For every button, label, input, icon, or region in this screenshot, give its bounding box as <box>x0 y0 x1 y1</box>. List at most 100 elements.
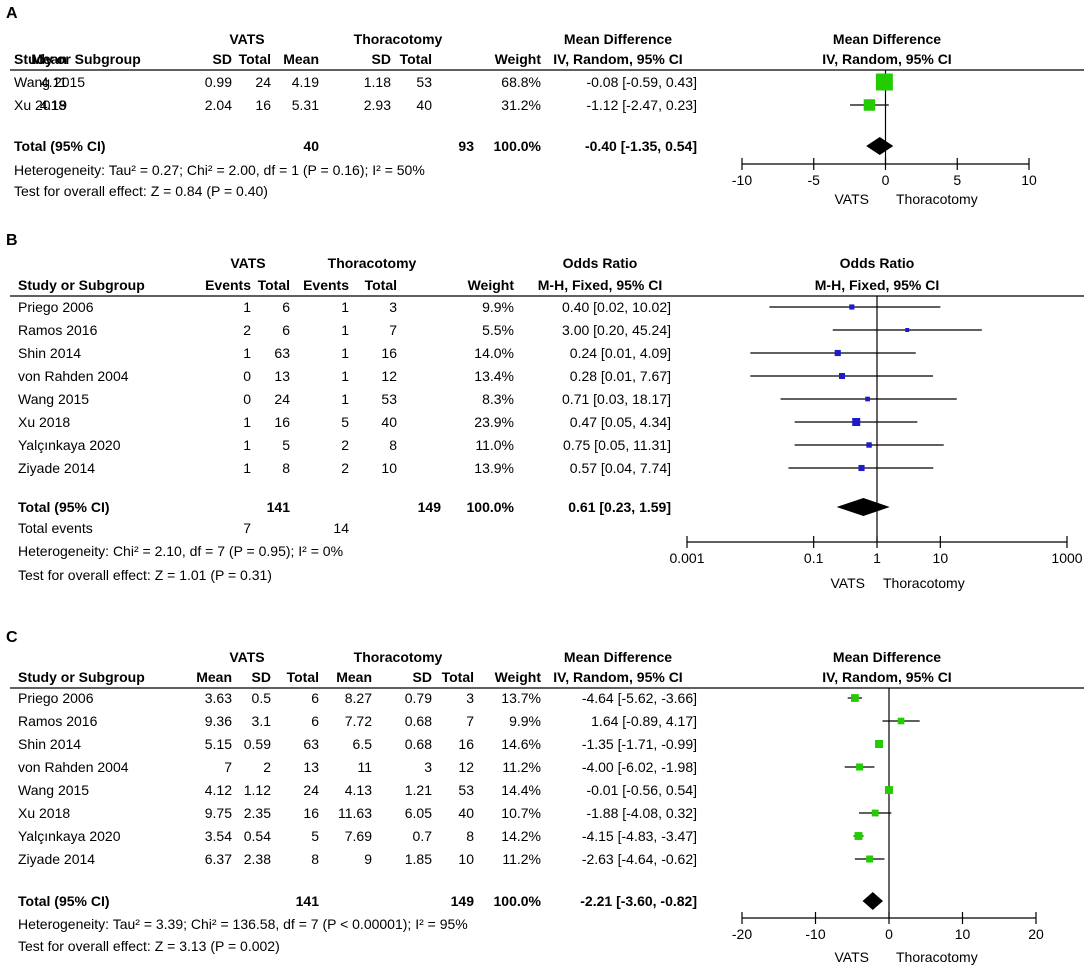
study-weight: 14.4% <box>501 782 541 798</box>
study-cell: 6 <box>282 322 290 338</box>
method-header: IV, Random, 95% CI <box>553 51 682 67</box>
total-label: Total (95% CI) <box>14 138 106 154</box>
study-cell: 7 <box>466 713 474 729</box>
study-cell: 1 <box>341 368 349 384</box>
total-n2: 93 <box>458 138 474 154</box>
study-cell: 13 <box>303 759 319 775</box>
study-cell: 0.68 <box>405 736 432 752</box>
col-header: Events <box>205 277 251 293</box>
total-events-label: Total events <box>18 520 93 536</box>
favours-vats-label: VATS <box>835 191 870 207</box>
study-cell: 3.54 <box>205 828 232 844</box>
study-cell: 2.35 <box>244 805 271 821</box>
study-cell: 40 <box>381 414 397 430</box>
col-header: Mean <box>336 669 372 685</box>
col-header: Total <box>239 51 271 67</box>
study-cell: 4.12 <box>205 782 232 798</box>
study-cell: 1 <box>243 460 251 476</box>
study-ci-text: 0.71 [0.03, 18.17] <box>562 391 671 407</box>
total-weight: 100.0% <box>494 138 542 154</box>
study-ci-text: 3.00 [0.20, 45.24] <box>562 322 671 338</box>
forest-panel-c: C VATS Thoracotomy Mean Difference Mean Diff… <box>6 629 1084 965</box>
study-ci-text: -2.63 [-4.64, -0.62] <box>582 851 697 867</box>
study-cell: 6.37 <box>205 851 232 867</box>
study-cell: 9.36 <box>205 713 232 729</box>
x-tick-label: 10 <box>955 926 971 942</box>
study-name: Ramos 2016 <box>18 713 98 729</box>
col-header: SD <box>413 669 432 685</box>
study-cell: 16 <box>274 414 290 430</box>
effect-marker <box>834 349 841 357</box>
study-cell: 8 <box>282 460 290 476</box>
effect-marker <box>854 832 863 840</box>
group1-header: VATS <box>230 255 265 271</box>
study-name: Wang 2015 <box>18 391 89 407</box>
study-cell: 10 <box>458 851 474 867</box>
effect-marker <box>838 373 845 379</box>
study-cell: 6.05 <box>405 805 432 821</box>
study-weight: 5.5% <box>482 322 514 338</box>
study-name: Priego 2006 <box>18 299 94 315</box>
study-cell: 0.54 <box>244 828 271 844</box>
study-cell: 16 <box>458 736 474 752</box>
study-cell: 6.5 <box>353 736 373 752</box>
method-header: IV, Random, 95% CI <box>553 669 682 685</box>
study-ci-text: 0.40 [0.02, 10.02] <box>562 299 671 315</box>
study-cell: 0.68 <box>405 713 432 729</box>
study-cell: 3 <box>424 759 432 775</box>
total-n2: 149 <box>418 499 442 515</box>
col-header-weight: Weight <box>495 51 542 67</box>
study-ci-text: -1.12 [-2.47, 0.23] <box>586 97 697 113</box>
study-cell: 16 <box>303 805 319 821</box>
study-cell: 0.5 <box>252 690 272 706</box>
effect-marker <box>858 464 865 472</box>
col-header-study: Study or Subgroup <box>18 277 145 293</box>
method-header: M-H, Fixed, 95% CI <box>538 277 662 293</box>
pooled-diamond <box>862 892 883 910</box>
x-tick-label: 5 <box>953 172 961 188</box>
study-cell: 12 <box>458 759 474 775</box>
study-cell: 2.93 <box>364 97 391 113</box>
pooled-diamond <box>866 137 894 155</box>
study-cell: 24 <box>255 74 271 90</box>
study-weight: 11.2% <box>502 759 541 775</box>
plot-method-header: M-H, Fixed, 95% CI <box>815 277 939 293</box>
total-label: Total (95% CI) <box>18 893 110 909</box>
col-header: Mean <box>31 51 67 67</box>
col-header: Total <box>287 669 319 685</box>
study-cell: 4.13 <box>345 782 372 798</box>
x-tick-label: 10 <box>933 550 949 566</box>
x-tick-label: 1000 <box>1051 550 1082 566</box>
study-cell: 5 <box>311 828 319 844</box>
study-weight: 11.2% <box>502 851 541 867</box>
favours-vats-label: VATS <box>835 949 870 965</box>
total-n2: 149 <box>451 893 475 909</box>
effect-marker <box>851 694 859 702</box>
study-weight: 14.0% <box>474 345 514 361</box>
study-cell: 5.31 <box>292 97 319 113</box>
study-cell: 6 <box>311 713 319 729</box>
study-name: Xu 2018 <box>18 414 70 430</box>
study-cell: 2.38 <box>244 851 271 867</box>
study-cell: 40 <box>416 97 432 113</box>
study-cell: 0.59 <box>244 736 271 752</box>
study-cell: 3.1 <box>252 713 272 729</box>
study-cell: 5 <box>282 437 290 453</box>
col-header: Total <box>365 277 397 293</box>
study-weight: 13.7% <box>501 690 541 706</box>
study-ci-text: -4.00 [-6.02, -1.98] <box>582 759 697 775</box>
study-cell: 8.27 <box>345 690 372 706</box>
study-cell: 53 <box>458 782 474 798</box>
study-name: Wang 2015 <box>18 782 89 798</box>
study-cell: 1 <box>341 391 349 407</box>
study-cell: 0.99 <box>205 74 232 90</box>
study-name: Ziyade 2014 <box>18 460 95 476</box>
x-tick-label: -10 <box>732 172 752 188</box>
x-tick-label: 20 <box>1028 926 1044 942</box>
study-name: Yalçınkaya 2020 <box>18 828 121 844</box>
study-weight: 10.7% <box>501 805 541 821</box>
study-cell: 0 <box>243 368 251 384</box>
study-ci-text: 1.64 [-0.89, 4.17] <box>591 713 697 729</box>
x-tick-label: 1 <box>873 550 881 566</box>
effect-marker <box>866 855 874 863</box>
